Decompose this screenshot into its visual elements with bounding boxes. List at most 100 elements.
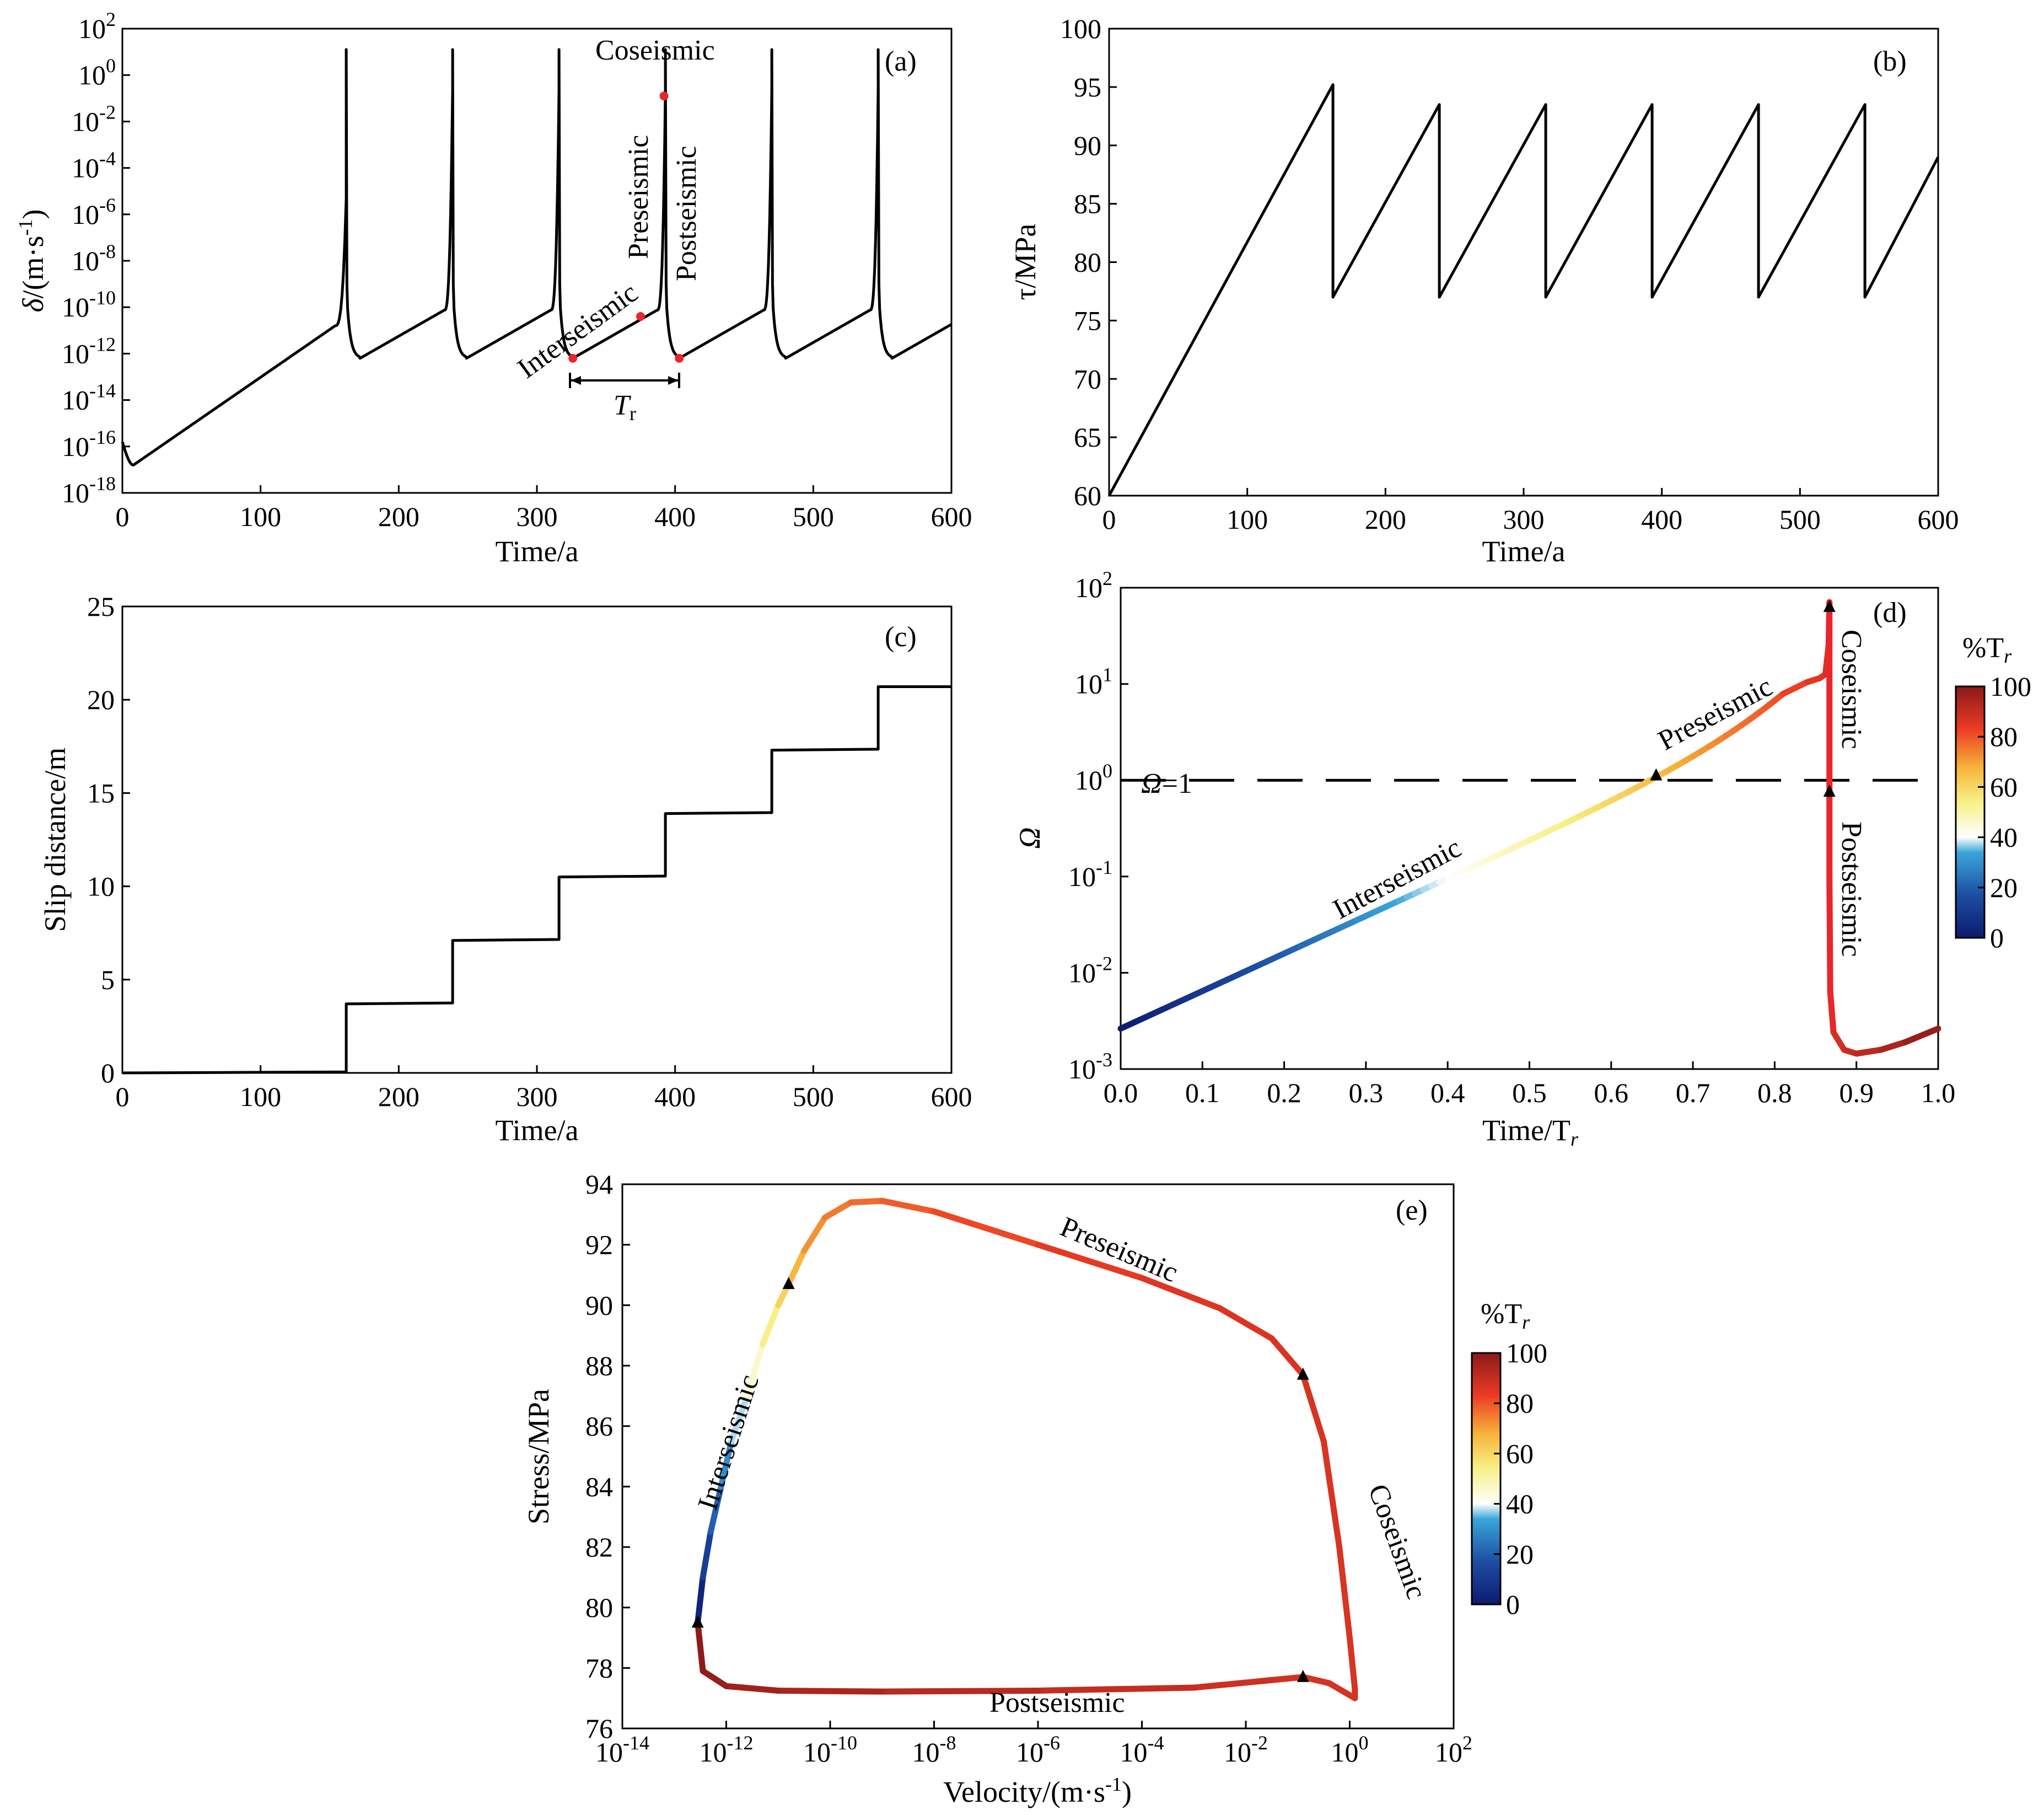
colorbar-tick-label: 0 bbox=[1990, 922, 2004, 953]
x-tick-label: 600 bbox=[931, 501, 972, 532]
stress-velocity-segment bbox=[695, 1619, 706, 1674]
x-tick-label: 10-2 bbox=[1224, 1732, 1268, 1768]
x-tick-label: 500 bbox=[1779, 504, 1821, 535]
y-tick-label: 5 bbox=[101, 964, 115, 995]
y-tick-label: 15 bbox=[87, 777, 115, 808]
panel-d-label: (d) bbox=[1873, 597, 1907, 629]
colorbar-e-ticks: 100 80 60 40 20 0 bbox=[1494, 1338, 1547, 1620]
colorbar-d-title: %Tr bbox=[1962, 632, 2012, 667]
stress-velocity-segment bbox=[822, 1199, 854, 1221]
panel-b-y-ticks: 100 95 90 85 80 75 70 65 60 bbox=[1060, 13, 1117, 511]
panel-b-frame bbox=[1108, 28, 1939, 497]
y-tick-label: 10-6 bbox=[72, 194, 116, 230]
x-tick-label: 500 bbox=[793, 501, 834, 532]
panel-d-x-ticks: 0.0 0.1 0.2 0.3 0.4 0.5 0.6 0.7 0.8 0.9 1.0 bbox=[1104, 1061, 1956, 1108]
panel-c-label: (c) bbox=[885, 621, 917, 653]
stress-velocity-segment bbox=[1191, 1677, 1275, 1691]
y-tick-label: 95 bbox=[1074, 72, 1101, 103]
stress-velocity-segment bbox=[786, 1248, 808, 1287]
panel-b-x-ticks: 0 100 200 300 400 500 600 bbox=[1102, 488, 1959, 535]
y-tick-label: 10-12 bbox=[62, 333, 116, 369]
y-tick-label: 100 bbox=[1075, 760, 1112, 796]
panel-b-label: (b) bbox=[1873, 46, 1907, 77]
x-tick-label: 1.0 bbox=[1921, 1077, 1956, 1108]
colorbar-tick-label: 40 bbox=[1990, 822, 2018, 853]
y-tick-label: 92 bbox=[585, 1229, 613, 1260]
colorbar-tick-label: 80 bbox=[1990, 721, 2018, 752]
stress-velocity-segment bbox=[1347, 1635, 1358, 1693]
x-tick-label: 0 bbox=[116, 501, 130, 532]
colorbar-tick-label: 40 bbox=[1506, 1489, 1534, 1519]
x-tick-label: 300 bbox=[1503, 504, 1545, 535]
y-tick-label: 76 bbox=[585, 1713, 613, 1744]
y-tick-label: 70 bbox=[1074, 363, 1101, 394]
y-tick-label: 10-10 bbox=[62, 287, 116, 323]
stress-velocity-segment bbox=[1326, 1680, 1358, 1701]
panel-a-postseismic-label: Postseismic bbox=[671, 146, 702, 281]
y-tick-label: 10-4 bbox=[72, 148, 116, 184]
x-tick-label: 0 bbox=[1102, 504, 1116, 535]
panel-e: 10-14 10-12 10-10 10-8 10-6 10-4 10-2 100 102 94… bbox=[522, 1169, 1472, 1808]
x-tick-label: 400 bbox=[654, 1081, 696, 1112]
panel-c-frame bbox=[121, 605, 953, 1074]
stress-velocity-segment bbox=[759, 1302, 782, 1348]
y-tick-label: 80 bbox=[1074, 247, 1101, 278]
colorbar-d-ticks: 100 80 60 40 20 0 bbox=[1978, 671, 2031, 953]
panel-d-postseismic-label: Postseismic bbox=[1836, 821, 1867, 957]
panel-a-y-ticks: 102 100 10-2 10-4 10-6 10-8 10-10 10-12 10-14 10-… bbox=[62, 8, 130, 508]
x-tick-label: 0.1 bbox=[1185, 1077, 1220, 1108]
x-tick-label: 0.2 bbox=[1267, 1077, 1301, 1108]
panel-e-ylabel: Stress/MPa bbox=[522, 1389, 555, 1524]
panel-a-xlabel: Time/a bbox=[495, 535, 578, 568]
y-tick-label: 10 bbox=[87, 871, 115, 902]
panel-c-slip-curve bbox=[122, 685, 951, 1075]
stress-velocity-segment bbox=[700, 1668, 729, 1689]
x-tick-label: 10-6 bbox=[1016, 1732, 1060, 1768]
panel-a-frame bbox=[121, 28, 953, 494]
y-tick-label: 101 bbox=[1075, 664, 1112, 700]
x-tick-label: 500 bbox=[793, 1081, 834, 1112]
stress-velocity-segment bbox=[775, 1687, 885, 1695]
phase-point bbox=[675, 353, 684, 363]
colorbar-tick-label: 0 bbox=[1506, 1589, 1520, 1620]
stress-velocity-segment bbox=[1300, 1674, 1332, 1687]
panel-b: 0 100 200 300 400 500 600 1009590858075706560 … bbox=[1009, 13, 1959, 568]
x-tick-label: 100 bbox=[1331, 1732, 1369, 1768]
panel-d-omega1-label: Ω=1 bbox=[1141, 768, 1192, 799]
phase-marker bbox=[1823, 599, 1836, 612]
y-tick-label: 90 bbox=[585, 1290, 613, 1320]
x-tick-label: 600 bbox=[1918, 504, 1959, 535]
panel-e-interseismic-label: Interseismic bbox=[692, 1371, 765, 1513]
y-tick-label: 78 bbox=[585, 1652, 613, 1683]
panel-c: 0 100 200 300 400 500 600 25 20 15 10 5 0 (c) Time/… bbox=[39, 591, 972, 1147]
colorbar-d-bar bbox=[1955, 685, 1986, 939]
y-tick-label: 25 bbox=[87, 591, 115, 622]
x-tick-label: 600 bbox=[931, 1081, 972, 1112]
panel-d: 0.0 0.1 0.2 0.3 0.4 0.5 0.6 0.7 0.8 0.9 1.0 102 101… bbox=[1013, 567, 1955, 1150]
colorbar-d: 100 80 60 40 20 0 %Tr bbox=[1955, 632, 2031, 953]
y-tick-label: 10-16 bbox=[62, 426, 116, 462]
y-tick-label: 20 bbox=[87, 684, 115, 715]
x-tick-label: 10-10 bbox=[803, 1732, 857, 1768]
x-tick-label: 400 bbox=[1641, 504, 1682, 535]
panel-d-omega-curve bbox=[1117, 599, 1941, 1057]
panel-d-ylabel: Ω bbox=[1013, 827, 1046, 849]
panel-d-xlabel: Time/Tr bbox=[1482, 1114, 1579, 1150]
x-tick-label: 102 bbox=[1435, 1732, 1472, 1768]
panel-e-stress-velocity-curve bbox=[695, 1198, 1358, 1701]
y-tick-label: 86 bbox=[585, 1411, 613, 1442]
stress-velocity-segment bbox=[1268, 1335, 1306, 1378]
stress-velocity-segment bbox=[1217, 1305, 1275, 1342]
stress-velocity-segment bbox=[1035, 1684, 1197, 1694]
tr-label: Tr bbox=[614, 390, 636, 425]
y-tick-label: 10-8 bbox=[72, 240, 116, 276]
colorbar-tick-label: 20 bbox=[1506, 1539, 1534, 1570]
phase-point bbox=[659, 92, 669, 101]
colorbar-tick-label: 60 bbox=[1506, 1438, 1534, 1469]
omega-curve-segment bbox=[1902, 1025, 1941, 1045]
x-tick-label: 10-12 bbox=[700, 1732, 754, 1768]
colorbar-tick-label: 100 bbox=[1506, 1338, 1547, 1368]
stress-velocity-segment bbox=[744, 1341, 766, 1399]
phase-point bbox=[568, 353, 578, 363]
stress-velocity-segment bbox=[695, 1574, 706, 1626]
